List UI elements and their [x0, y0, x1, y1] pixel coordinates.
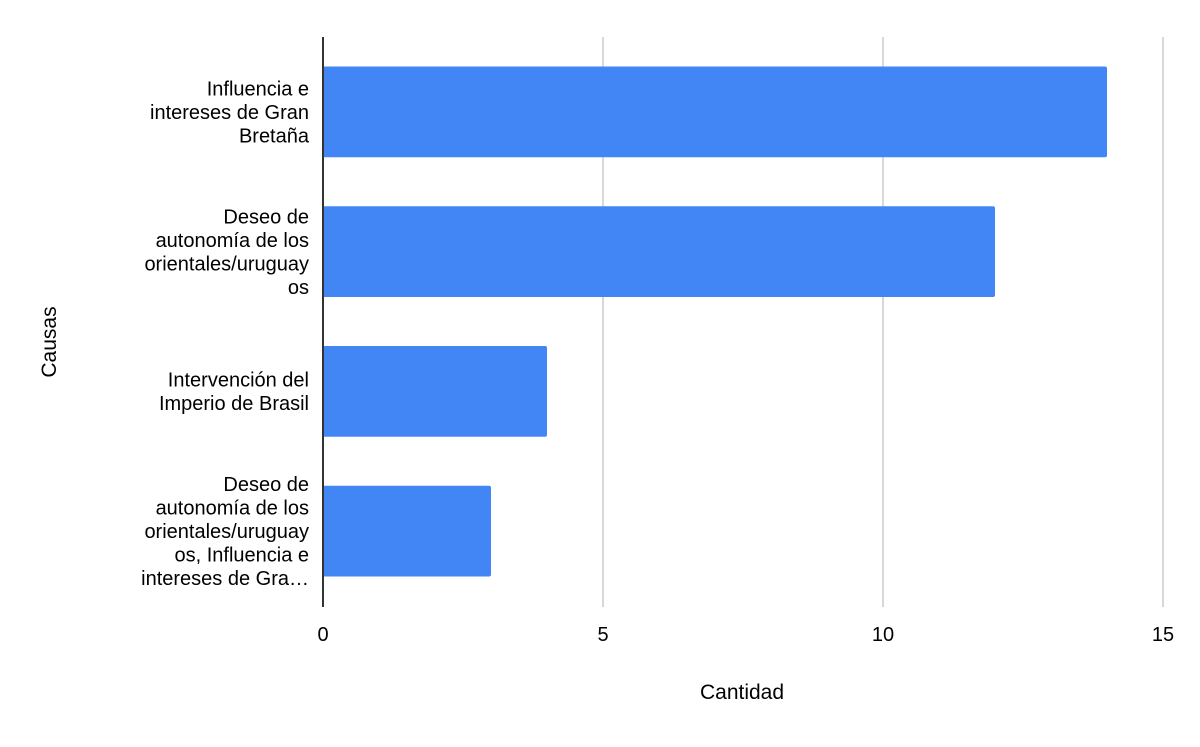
category-label-line: intereses de Gran	[150, 102, 309, 124]
category-labels: Influencia e intereses de Gran Bretaña Dese…	[141, 78, 310, 590]
category-label-line: Influencia e	[207, 78, 309, 100]
category-label-line: Deseo de	[223, 474, 309, 496]
category-label: Influencia e intereses de Gran Bretaña	[150, 78, 310, 147]
bar	[323, 66, 1107, 158]
y-axis-title: Causas	[38, 306, 61, 377]
bar	[323, 485, 491, 577]
x-axis-title: Cantidad	[700, 681, 784, 704]
category-label-line: autonomía de los	[156, 498, 309, 520]
category-label-line: Deseo de	[223, 206, 309, 228]
x-tick-label: 15	[1152, 624, 1174, 646]
category-label-line: Intervención del	[168, 370, 309, 392]
category-label: Deseo de autonomía de los orientales/urugu…	[141, 474, 309, 590]
x-tick-labels: 0 5 10 15	[317, 624, 1174, 646]
category-label-line: os, Influencia e	[174, 545, 309, 567]
bar	[323, 206, 995, 298]
category-label: Deseo de autonomía de los orientales/urugu…	[144, 206, 309, 299]
bar	[323, 345, 547, 437]
category-label-line: Imperio de Brasil	[159, 393, 309, 415]
category-label-line: os	[288, 277, 309, 299]
category-label-line: orientales/uruguay	[144, 521, 309, 543]
x-tick-label: 10	[872, 624, 894, 646]
category-label-line: orientales/uruguay	[144, 253, 309, 275]
category-label-line: intereses de Gra…	[141, 568, 309, 590]
x-tick-label: 0	[317, 624, 328, 646]
category-label-line: Bretaña	[239, 125, 310, 147]
category-label-line: autonomía de los	[156, 230, 309, 252]
category-label: Intervención del Imperio de Brasil	[159, 370, 309, 416]
x-tick-label: 5	[597, 624, 608, 646]
bars	[323, 66, 1107, 577]
